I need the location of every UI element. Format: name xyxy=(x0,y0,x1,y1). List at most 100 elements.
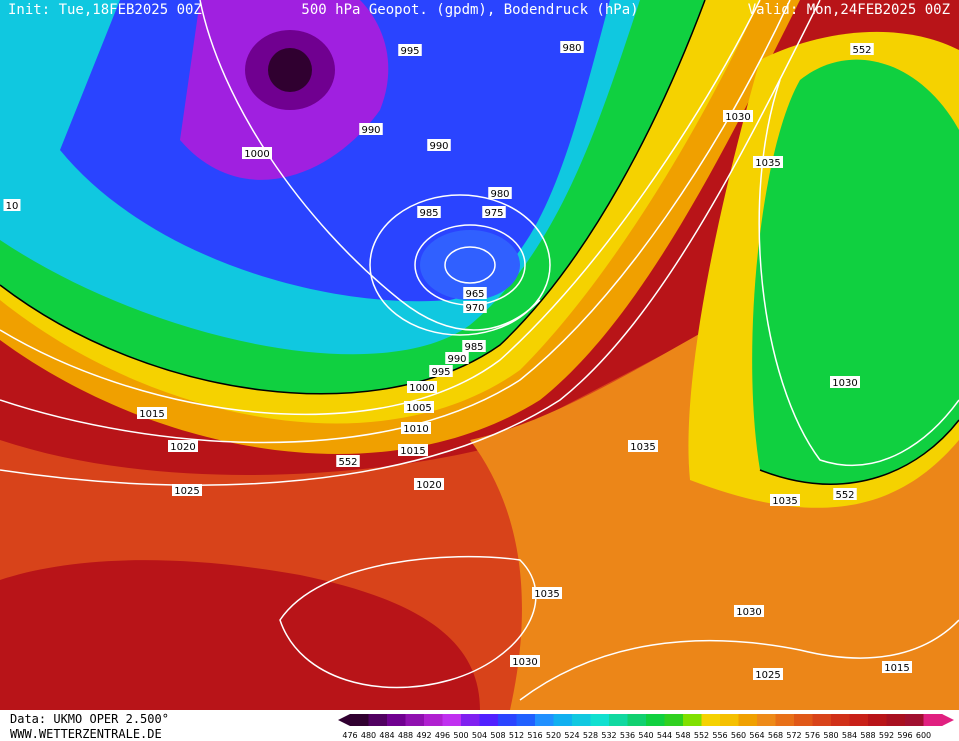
colorbar-cell xyxy=(387,714,406,726)
colorbar-label: 544 xyxy=(657,731,672,740)
isobar-label: 1000 xyxy=(409,383,434,394)
colorbar: 476 480 484 488 492 496 500 504 508 512 516 520 524 5… xyxy=(338,714,954,740)
valid-label: Valid: Mon,24FEB2025 00Z xyxy=(748,2,950,18)
colorbar-cell xyxy=(886,714,906,726)
label-box xyxy=(628,440,658,452)
colorbar-label: 512 xyxy=(509,731,524,740)
isobar-label: 1025 xyxy=(174,486,199,497)
isobar-label: 1035 xyxy=(630,442,655,453)
colorbar-label: 576 xyxy=(805,731,820,740)
isobar-label: 990 xyxy=(361,125,380,136)
colorbar-label: 588 xyxy=(860,731,875,740)
label-box xyxy=(404,401,434,413)
colorbar-label: 592 xyxy=(879,731,894,740)
colorbar-cell xyxy=(572,714,591,726)
label-box xyxy=(488,187,512,199)
label-box xyxy=(830,376,860,388)
label-box xyxy=(398,44,422,56)
label-box xyxy=(336,455,360,467)
isobar-label: 552 xyxy=(852,45,871,56)
isobar xyxy=(519,619,959,701)
colorbar-label: 488 xyxy=(398,731,413,740)
colorbar-label: 532 xyxy=(601,731,616,740)
colorbar-cell xyxy=(720,714,739,726)
data-source: Data: UKMO OPER 2.500° xyxy=(10,712,169,726)
colorbar-cell xyxy=(609,714,628,726)
isobar-label: 965 xyxy=(465,289,484,300)
isobar-label: 1030 xyxy=(736,607,761,618)
label-box xyxy=(560,41,584,53)
colorbar-label: 524 xyxy=(564,731,579,740)
isobar-label: 1020 xyxy=(170,442,195,453)
label-box xyxy=(723,110,753,122)
colorbar-label: 596 xyxy=(897,731,912,740)
colorbar-label: 476 xyxy=(342,731,357,740)
label-box xyxy=(407,381,437,393)
colorbar-cell xyxy=(350,714,369,726)
colorbar-label: 572 xyxy=(786,731,801,740)
isobar-label: 1015 xyxy=(139,409,164,420)
colorbar-label: 528 xyxy=(583,731,598,740)
colorbar-cell xyxy=(627,714,647,726)
isobar-label: 990 xyxy=(447,354,466,365)
label-box xyxy=(753,156,783,168)
label-box xyxy=(482,206,506,218)
colorbar-arrow xyxy=(942,714,954,726)
label-box xyxy=(463,301,487,313)
colorbar-cell xyxy=(479,714,499,726)
isobar-label: 1005 xyxy=(406,403,431,414)
colorbar-label: 520 xyxy=(546,731,561,740)
colorbar-cell xyxy=(775,714,795,726)
map-title: 500 hPa Geopot. (gpdm), Bodendruck (hPa) xyxy=(301,2,638,18)
isobar-label: 990 xyxy=(429,141,448,152)
colorbar-label: 516 xyxy=(527,731,542,740)
colorbar-cell xyxy=(683,714,702,726)
colorbar-label: 540 xyxy=(638,731,653,740)
colorbar-label: 500 xyxy=(453,731,468,740)
colorbar-cell xyxy=(868,714,887,726)
colorbar-label: 564 xyxy=(749,731,764,740)
isobar xyxy=(199,0,541,331)
colorbar-cell xyxy=(646,714,665,726)
isobar-label: 1025 xyxy=(755,670,780,681)
label-box xyxy=(417,206,441,218)
isobar-label: 1015 xyxy=(884,663,909,674)
colorbar-cell xyxy=(738,714,758,726)
label-box xyxy=(172,484,202,496)
colorbar-cell xyxy=(461,714,480,726)
label-box xyxy=(770,494,800,506)
isobar-label: 980 xyxy=(562,43,581,54)
label-box xyxy=(445,352,469,364)
label-box xyxy=(414,478,444,490)
label-box xyxy=(833,488,857,500)
colorbar-label: 504 xyxy=(472,731,487,740)
field xyxy=(0,0,959,710)
label-box xyxy=(532,587,562,599)
isobar-label: 1035 xyxy=(534,589,559,600)
colorbar-label: 492 xyxy=(416,731,431,740)
colorbar-cell xyxy=(405,714,425,726)
label-box xyxy=(3,199,21,211)
colorbar-label: 584 xyxy=(842,731,857,740)
colorbar-cell xyxy=(794,714,813,726)
isobar xyxy=(758,79,959,466)
isobar-label: 995 xyxy=(431,367,450,378)
isobar-label: 1020 xyxy=(416,480,441,491)
colorbar-cell xyxy=(905,714,924,726)
colorbar-label: 508 xyxy=(490,731,505,740)
label-box xyxy=(242,147,272,159)
colorbar-cell xyxy=(831,714,850,726)
label-box xyxy=(359,123,383,135)
colorbar-cell xyxy=(553,714,573,726)
colorbar-label: 600 xyxy=(916,731,931,740)
colorbar-arrow xyxy=(338,714,350,726)
colorbar-cell xyxy=(498,714,517,726)
colorbar-cell xyxy=(590,714,610,726)
contour-552 xyxy=(759,419,959,485)
label-box xyxy=(882,661,912,673)
colorbar-cell xyxy=(812,714,832,726)
isobar-label: 552 xyxy=(338,457,357,468)
isobar-label: 1015 xyxy=(400,446,425,457)
colorbar-label: 484 xyxy=(379,731,394,740)
isobar xyxy=(369,194,551,336)
